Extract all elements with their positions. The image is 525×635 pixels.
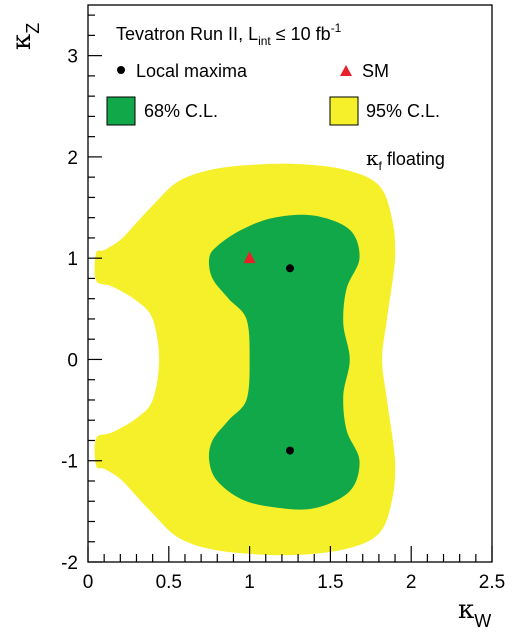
x-tick-label: 1.5: [317, 572, 343, 593]
legend-sm-marker: [340, 65, 352, 76]
point-markers: [243, 251, 294, 455]
y-tick-label: 1: [67, 249, 78, 270]
x-axis-title: κW: [458, 595, 491, 631]
sm-point: [243, 251, 256, 264]
x-tick-label: 2.5: [479, 572, 505, 593]
x-axis-ticks: 0 0.5 1 1.5 2 2.5: [83, 546, 505, 593]
legend-maxima-label: Local maxima: [136, 61, 248, 81]
local-maximum-point-2: [286, 446, 294, 455]
y-tick-label: -1: [61, 452, 78, 473]
plot-frame: [87, 4, 493, 563]
legend-cl95-label: 95% C.L.: [366, 101, 440, 121]
y-tick-label: 2: [67, 148, 78, 169]
kappa-f-floating-label: κf floating: [366, 146, 445, 173]
local-maximum-point-1: [286, 264, 294, 273]
annotation-title: Tevatron Run II, Lint ≤ 10 fb-1: [116, 21, 342, 48]
legend-cl68-label: 68% C.L.: [144, 101, 218, 121]
confidence-regions: [94, 163, 396, 556]
legend-sm-label: SM: [362, 61, 389, 81]
y-tick-label: 3: [67, 47, 78, 68]
legend-cl95-swatch: [329, 96, 359, 126]
y-tick-label: 0: [67, 350, 78, 371]
x-tick-label: 1: [244, 572, 255, 593]
cl68-region: [208, 214, 360, 510]
legend-maxima-marker: [117, 66, 125, 74]
x-tick-label: 0: [83, 572, 94, 593]
x-tick-label: 0.5: [156, 572, 182, 593]
legend-cl68-swatch: [106, 96, 136, 126]
y-axis-ticks: -2 -1 0 1 2 3: [61, 14, 102, 574]
x-tick-label: 2: [406, 572, 417, 593]
y-tick-label: -2: [61, 553, 78, 574]
y-axis-title: κZ: [7, 23, 43, 50]
